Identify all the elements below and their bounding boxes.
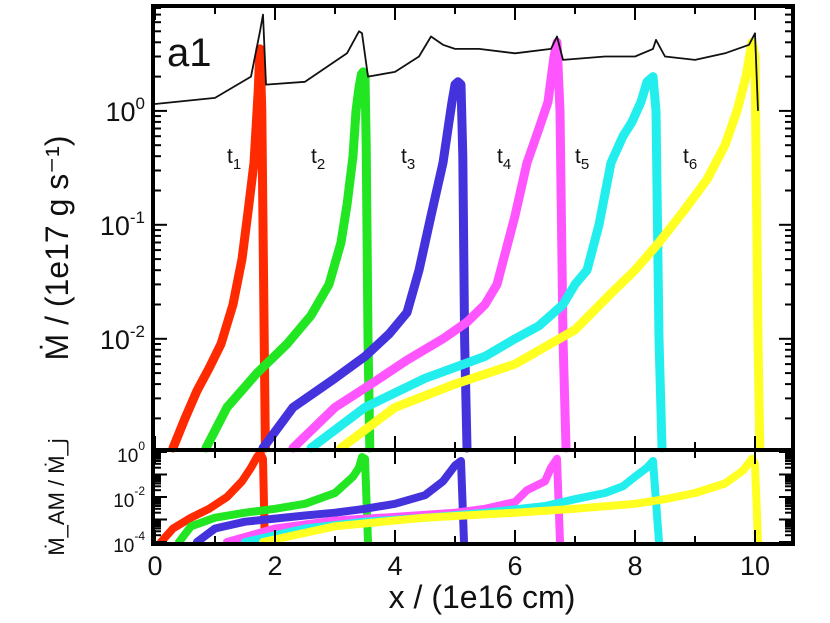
x-axis-title: x / (1e16 cm) (389, 579, 576, 615)
bottom-x-ticks (154, 452, 756, 542)
envelope-group (154, 13, 759, 111)
bottom-plot-frame (151, 448, 795, 546)
series-t2-line (201, 67, 375, 453)
bottom-y-ticks (155, 451, 791, 543)
top-series-group (168, 37, 765, 453)
bottom-series-t1-line (157, 449, 269, 546)
top-y-tick-label: 10-1 (100, 208, 145, 241)
series-t4-line (288, 37, 571, 453)
x-tick-label: 6 (507, 551, 522, 581)
bottom-series-group (157, 449, 762, 546)
x-tick-label: 10 (740, 551, 770, 581)
bottom-series-t2-line (175, 453, 372, 546)
series-t1-line (168, 44, 270, 453)
bottom-panel (151, 448, 795, 546)
bottom-series-t4-line (223, 454, 564, 546)
x-tick-label: 2 (267, 551, 282, 581)
top-y-tick-label: 100 (105, 94, 145, 127)
series-t5-line (306, 72, 667, 453)
x-tick-label: 4 (387, 551, 402, 581)
x-tick-label: 8 (627, 551, 642, 581)
series-t6-line (336, 37, 765, 453)
x-tick-labels: 0 2 4 6 8 10 (147, 551, 770, 581)
top-x-ticks (154, 8, 756, 448)
bottom-series-t6-line (259, 454, 762, 546)
bottom-y-axis-title: Ṁ_AM / Ṁ_j (44, 438, 69, 555)
x-tick-label: 0 (147, 551, 162, 581)
top-y-axis-title: Ṁ / (1e17 g s⁻¹) (39, 136, 75, 361)
envelope-curve (154, 13, 759, 111)
bottom-series-t3-line (193, 457, 468, 546)
panel-label: a1 (167, 31, 212, 75)
series-t3-line (258, 77, 472, 453)
